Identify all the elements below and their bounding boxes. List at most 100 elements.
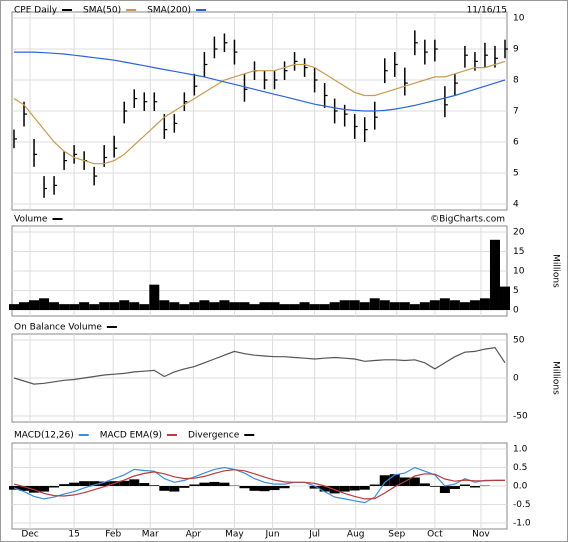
legend-label: Volume	[14, 215, 48, 225]
divergence-bar	[129, 479, 140, 486]
divergence-bar	[199, 482, 210, 486]
legend-label: MACD(12,26)	[14, 431, 74, 441]
y-tick-label: 5	[513, 286, 519, 296]
divergence-bar	[69, 482, 80, 486]
y-tick-label: 9	[513, 45, 519, 55]
x-tick-label: Nov	[472, 530, 490, 540]
y-tick-label: 10	[513, 14, 525, 24]
y-tick-label: 1.0	[513, 445, 528, 455]
volume-bar	[239, 302, 250, 310]
divergence-bar	[389, 474, 400, 486]
volume-bar	[319, 304, 330, 310]
divergence-bar	[149, 485, 160, 486]
volume-bar	[69, 304, 80, 310]
x-tick-label: Jul	[308, 530, 320, 540]
divergence-bar	[249, 486, 260, 491]
divergence-bar	[9, 486, 19, 490]
y-tick-label: 0	[513, 306, 519, 316]
divergence-bar	[369, 484, 380, 486]
volume-bar	[129, 302, 140, 310]
x-tick-label: May	[225, 530, 244, 540]
series-line	[13, 466, 505, 504]
volume-bar	[369, 298, 380, 310]
volume-bar	[379, 300, 390, 310]
volume-bar	[29, 300, 40, 310]
divergence-bar	[79, 481, 90, 486]
volume-bar	[409, 304, 420, 310]
divergence-bar	[439, 486, 450, 494]
volume-bar	[9, 304, 19, 310]
volume-bar	[149, 284, 160, 310]
volume-bar	[59, 304, 70, 310]
volume-bar	[469, 300, 480, 310]
volume-bar	[219, 300, 230, 310]
y-tick-label: 4	[513, 200, 519, 210]
volume-bar	[479, 298, 490, 310]
y-tick-label: 0	[513, 374, 519, 384]
volume-bar	[389, 302, 400, 310]
volume-bar	[459, 302, 470, 310]
volume-bar	[39, 298, 50, 310]
legend-label: SMA(200)	[147, 6, 191, 16]
divergence-bar	[469, 486, 480, 488]
volume-bar	[279, 304, 290, 310]
volume-bar	[49, 302, 60, 310]
volume-bar	[439, 298, 450, 310]
volume-bar	[119, 300, 130, 310]
divergence-bar	[219, 482, 230, 486]
y-tick-label: -50	[513, 412, 528, 422]
volume-bar	[99, 302, 110, 310]
y-tick-label: 15	[513, 247, 524, 257]
y-tick-label: 50	[513, 336, 525, 346]
volume-bar	[500, 286, 510, 310]
volume-bar	[159, 300, 170, 310]
x-tick-label: Dec	[21, 530, 38, 540]
legend-label: SMA(50)	[83, 6, 121, 16]
series-line	[14, 51, 506, 112]
y-tick-label: 0.0	[513, 482, 528, 492]
y-tick-label: -0.5	[513, 500, 531, 510]
volume-bar	[449, 300, 460, 310]
x-tick-label: Apr	[186, 530, 202, 540]
y-tick-label: -1.0	[513, 519, 531, 529]
x-tick-label: Sep	[388, 530, 405, 540]
divergence-bar	[459, 484, 470, 486]
volume-bar	[199, 300, 210, 310]
volume-bar	[299, 302, 310, 310]
y-tick-label: 6	[513, 138, 519, 148]
divergence-bar	[429, 486, 440, 487]
volume-bar	[249, 304, 260, 310]
x-tick-label: Feb	[105, 530, 121, 540]
volume-bar	[309, 304, 320, 310]
divergence-bar	[189, 484, 200, 486]
divergence-bar	[449, 486, 460, 489]
x-tick-label: 15	[68, 530, 79, 540]
chart-date: 11/16/15	[467, 6, 507, 16]
volume-bar	[349, 300, 360, 310]
x-tick-label: Oct	[427, 530, 443, 540]
divergence-bar	[99, 481, 110, 486]
divergence-bar	[279, 486, 290, 489]
divergence-bar	[59, 484, 70, 486]
divergence-bar	[239, 486, 250, 489]
volume-bar	[329, 302, 340, 310]
volume-bar	[339, 300, 350, 310]
divergence-bar	[49, 486, 60, 488]
legend-label: MACD EMA(9)	[100, 431, 162, 441]
divergence-bar	[169, 486, 180, 492]
y-axis-label: Millions	[551, 361, 561, 395]
volume-bar	[229, 302, 240, 310]
volume-bar	[139, 304, 150, 310]
volume-bar	[189, 302, 200, 310]
volume-bar	[169, 302, 180, 310]
divergence-bar	[19, 486, 30, 491]
divergence-bar	[359, 486, 370, 490]
divergence-bar	[139, 483, 150, 486]
series-line	[13, 60, 506, 165]
divergence-bar	[209, 481, 220, 486]
volume-bar	[419, 302, 430, 310]
divergence-bar	[339, 486, 350, 492]
volume-bar	[489, 239, 500, 310]
divergence-bar	[179, 486, 190, 488]
